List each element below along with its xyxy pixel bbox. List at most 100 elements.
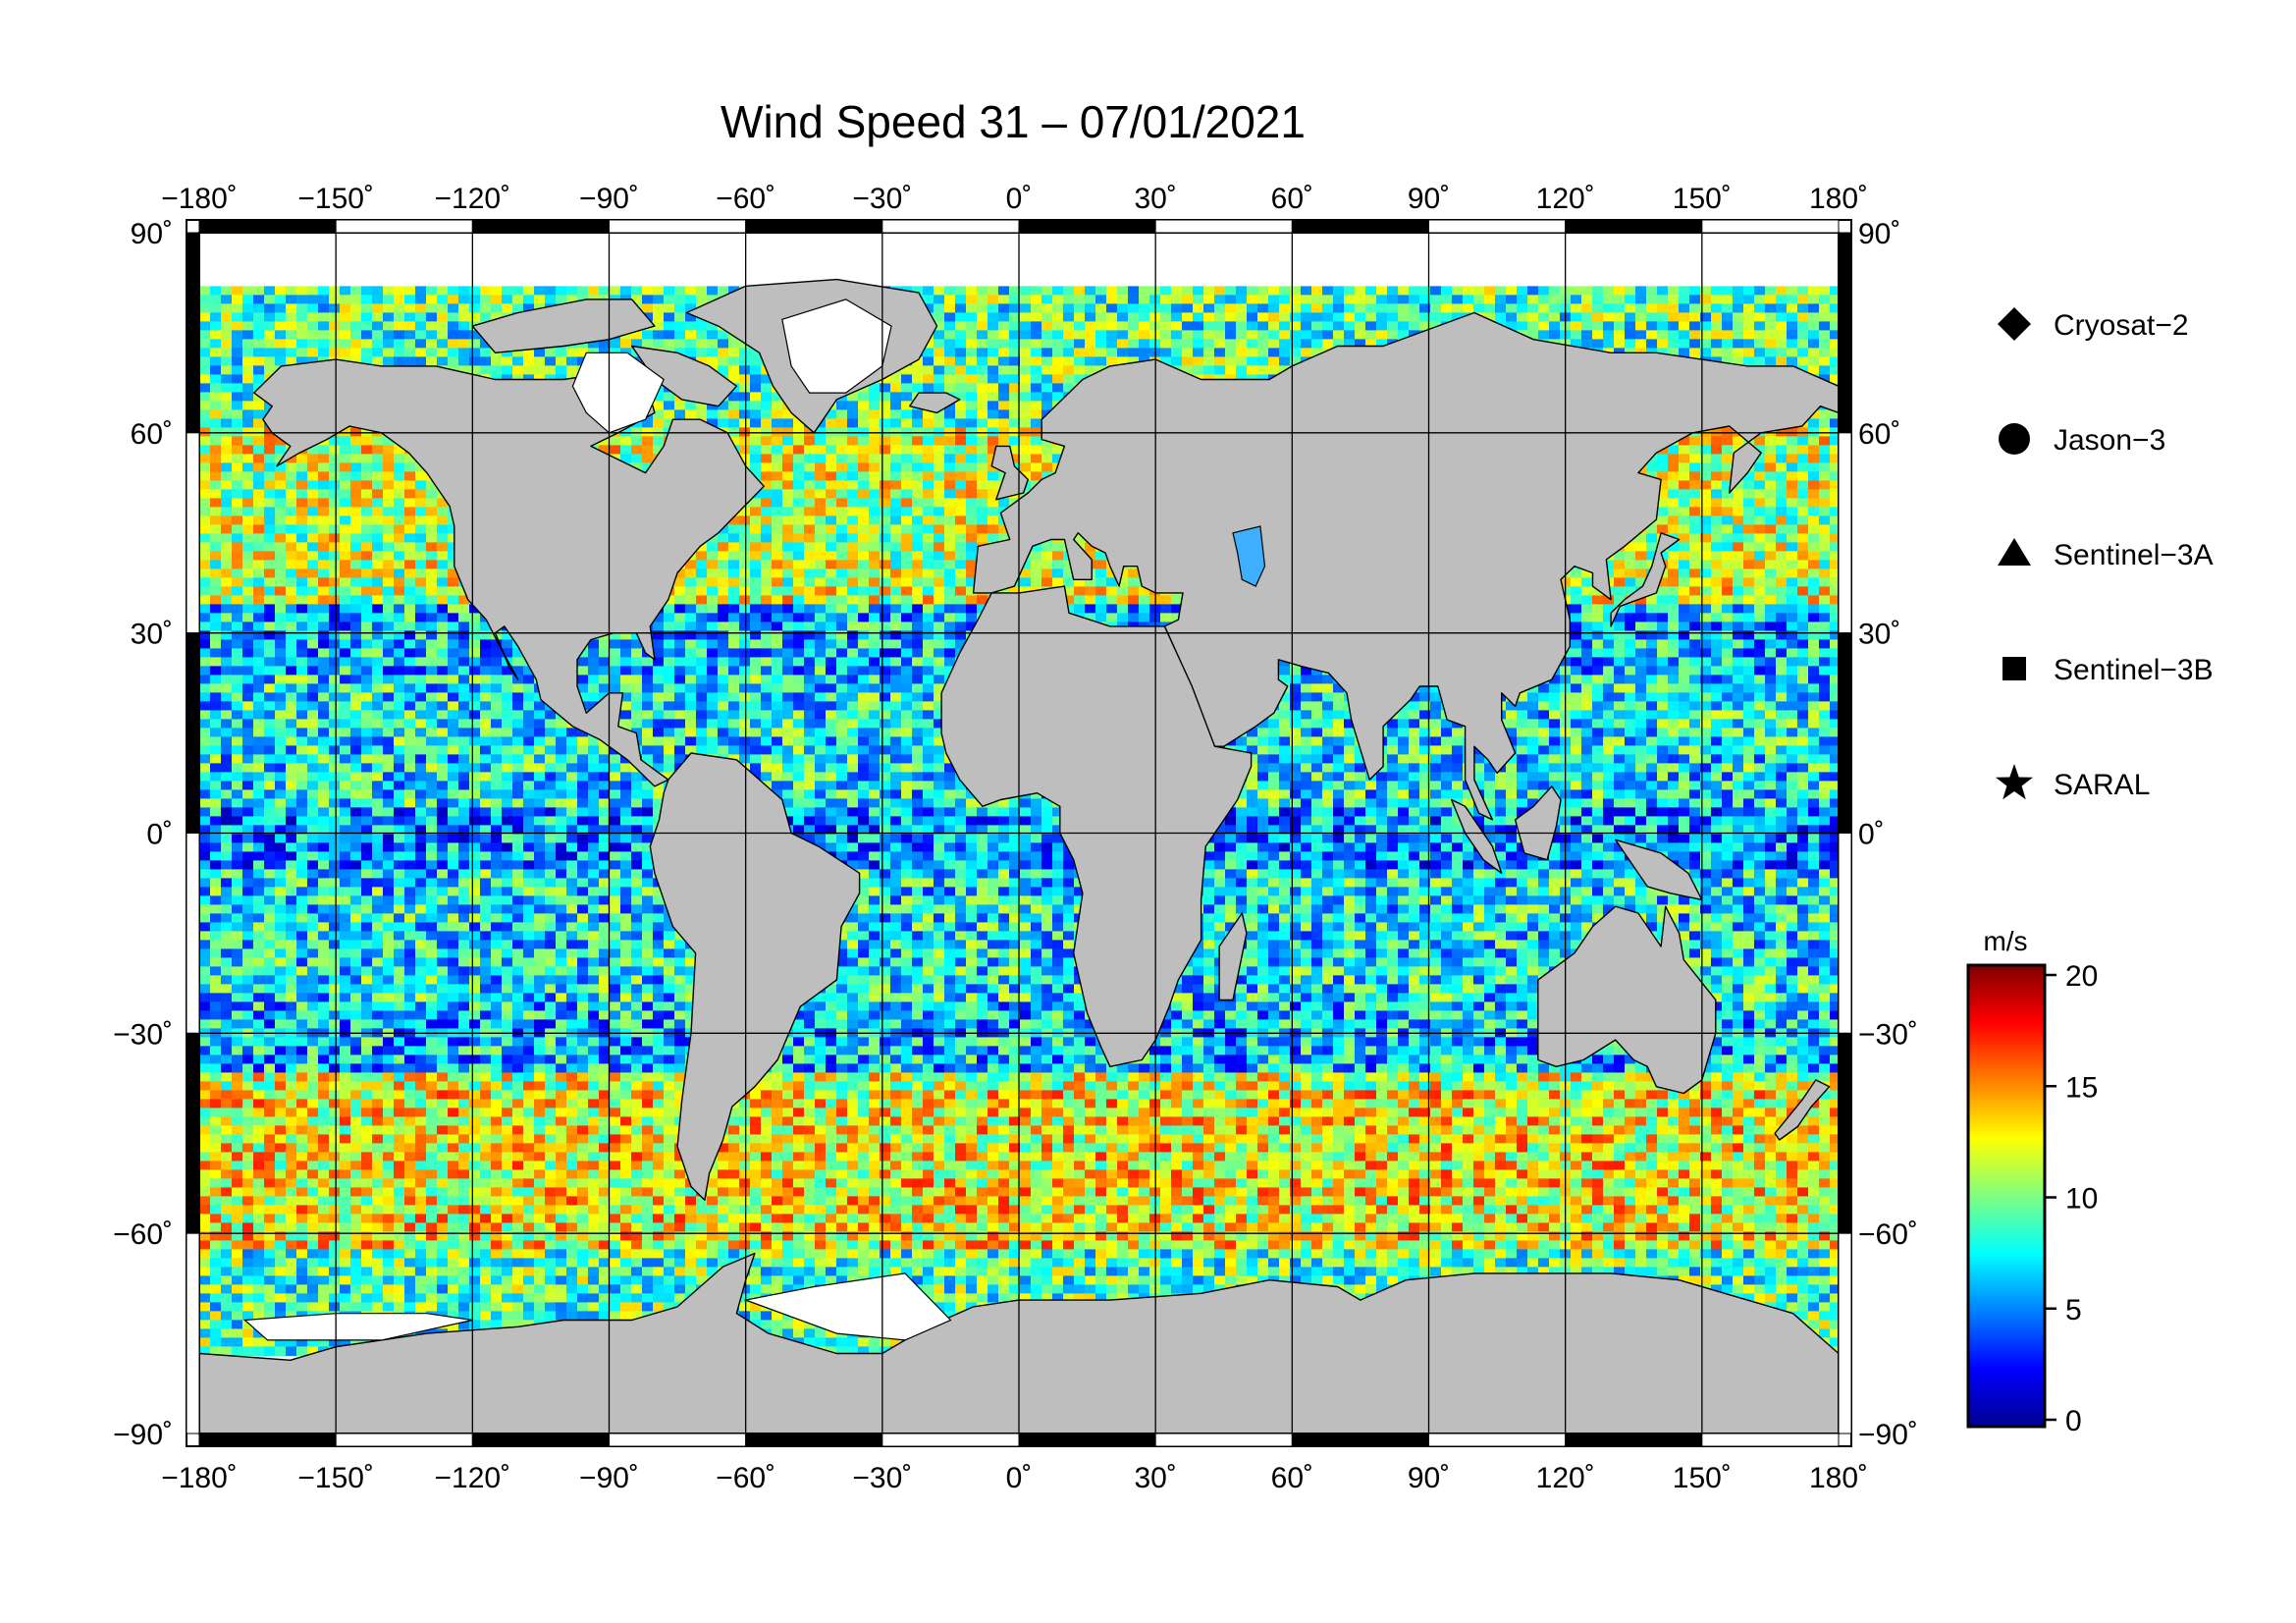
- latitude-tick-label: −60˚: [113, 1218, 173, 1251]
- latitude-tick-label: 60˚: [1858, 418, 1900, 451]
- latitude-tick-label: −90˚: [113, 1419, 173, 1451]
- landmass: [1614, 839, 1703, 901]
- landmass: [253, 358, 765, 787]
- longitude-tick-label: 0˚: [1006, 1462, 1033, 1494]
- latitude-tick-label: −90˚: [1858, 1419, 1918, 1451]
- frame-segment-left: [186, 1232, 200, 1434]
- latitude-tick-label: 30˚: [1858, 619, 1900, 651]
- legend-item: Jason−3: [1999, 423, 2165, 457]
- longitude-tick-label: −90˚: [579, 183, 639, 215]
- ice-area: [571, 352, 665, 434]
- frame-segment-top: [335, 219, 473, 234]
- frame-segment-top: [1291, 219, 1430, 234]
- legend-label: Jason−3: [2054, 424, 2165, 457]
- latitude-tick-label: −30˚: [1858, 1018, 1918, 1051]
- longitude-tick-label: 90˚: [1408, 1462, 1450, 1494]
- latitude-tick-label: 0˚: [146, 819, 173, 851]
- chart-title: Wind Speed 31 – 07/01/2021: [721, 96, 1306, 147]
- frame-segment-bottom: [335, 1433, 473, 1447]
- longitude-tick-label: −150˚: [297, 1462, 374, 1494]
- longitude-tick-label: 60˚: [1271, 1462, 1313, 1494]
- frame-segment-top: [1565, 219, 1703, 234]
- legend-label: Sentinel−3B: [2054, 654, 2214, 686]
- frame-segment-bottom: [881, 1433, 1020, 1447]
- legend-item: Sentinel−3A: [1998, 538, 2214, 571]
- frame-segment-bottom: [1154, 1433, 1293, 1447]
- latitude-tick-label: 60˚: [131, 418, 173, 451]
- diamond-marker: [1998, 307, 2031, 341]
- legend-item: Sentinel−3B: [2002, 654, 2214, 686]
- frame-segment-top: [471, 219, 611, 234]
- caspian-sea: [1232, 525, 1266, 587]
- landmass: [1218, 912, 1248, 1001]
- longitude-tick-label: −180˚: [161, 183, 238, 215]
- colorbar-unit-label: m/s: [1983, 926, 2027, 956]
- longitude-tick-label: −120˚: [435, 183, 511, 215]
- frame-segment-bottom: [1565, 1433, 1703, 1447]
- legend-item: SARAL: [1996, 764, 2150, 801]
- colorbar-tick-label: 0: [2065, 1405, 2082, 1437]
- satellite-legend: Cryosat−2 Jason−3 Sentinel−3A Sentinel−3B SA…: [1996, 307, 2214, 801]
- frame-segment-left: [186, 632, 200, 835]
- ice-area: [743, 1272, 952, 1341]
- graticule: [199, 233, 1839, 1434]
- frame-segment-bottom: [1428, 1433, 1567, 1447]
- frame-segment-left: [186, 833, 200, 1034]
- longitude-labels-top: −180˚ −150˚ −120˚ −90˚ −60˚ −30˚ 0˚ 30˚ 60˚ 90˚ 12…: [161, 183, 1868, 215]
- frame-segment-bottom: [1018, 1433, 1156, 1447]
- frame-segment-left: [186, 1032, 200, 1234]
- latitude-labels-right: 90˚ 60˚ 30˚ 0˚ −30˚ −60˚ −90˚: [1858, 218, 1918, 1451]
- longitude-tick-label: 30˚: [1134, 183, 1176, 215]
- frame-segment-left: [186, 232, 200, 434]
- frame-segment-right: [1838, 232, 1852, 434]
- longitude-tick-label: −60˚: [716, 1462, 775, 1494]
- longitude-tick-label: 150˚: [1673, 1462, 1732, 1494]
- longitude-tick-label: 60˚: [1271, 183, 1313, 215]
- frame-segment-bottom: [198, 1433, 337, 1447]
- square-marker: [2002, 657, 2026, 680]
- colorbar-tick-label: 5: [2065, 1294, 2082, 1326]
- latitude-labels-left: 90˚ 60˚ 30˚ 0˚ −30˚ −60˚ −90˚: [113, 218, 173, 1451]
- longitude-labels-bottom: −180˚ −150˚ −120˚ −90˚ −60˚ −30˚ 0˚ 30˚ 60˚ 90˚ 12…: [161, 1462, 1868, 1494]
- frame-segment-bottom: [471, 1433, 611, 1447]
- frame-segment-left: [186, 432, 200, 634]
- latitude-tick-label: 0˚: [1858, 819, 1885, 851]
- frame-segment-bottom: [609, 1433, 747, 1447]
- longitude-tick-label: 120˚: [1536, 183, 1595, 215]
- colorbar-tick-label: 10: [2065, 1183, 2098, 1216]
- longitude-tick-label: −60˚: [716, 183, 775, 215]
- frame-segment-right: [1838, 1032, 1852, 1234]
- frame-segment-top: [1154, 219, 1293, 234]
- triangle-marker: [1998, 538, 2031, 566]
- colorbar: m/s 0 5 10 15 20: [1966, 926, 2098, 1437]
- longitude-tick-label: 120˚: [1536, 1462, 1595, 1494]
- circle-marker: [1999, 423, 2030, 455]
- frame-segment-top: [745, 219, 883, 234]
- longitude-tick-label: 150˚: [1673, 183, 1732, 215]
- frame-segment-bottom: [1701, 1433, 1840, 1447]
- latitude-tick-label: 90˚: [131, 218, 173, 250]
- frame-segment-right: [1838, 432, 1852, 634]
- colorbar-gradient: [1966, 963, 2047, 1429]
- colorbar-tick-label: 20: [2065, 960, 2098, 993]
- legend-label: Sentinel−3A: [2054, 539, 2214, 571]
- ice-area: [781, 298, 892, 394]
- legend-item: Cryosat−2: [1998, 307, 2189, 342]
- frame-segment-bottom: [1291, 1433, 1430, 1447]
- longitude-tick-label: −30˚: [852, 1462, 912, 1494]
- frame-segment-top: [198, 219, 337, 234]
- landmass: [649, 752, 861, 1201]
- longitude-tick-label: −90˚: [579, 1462, 639, 1494]
- latitude-tick-label: −30˚: [113, 1018, 173, 1051]
- longitude-tick-label: 180˚: [1809, 183, 1868, 215]
- landmass: [1774, 1079, 1831, 1141]
- frame-segment-top: [609, 219, 747, 234]
- longitude-tick-label: −180˚: [161, 1462, 238, 1494]
- legend-label: SARAL: [2054, 769, 2150, 801]
- longitude-tick-label: −30˚: [852, 183, 912, 215]
- star-marker: [1996, 764, 2033, 800]
- landmass: [1610, 532, 1681, 627]
- frame-segment-top: [1428, 219, 1567, 234]
- legend-label: Cryosat−2: [2054, 309, 2189, 342]
